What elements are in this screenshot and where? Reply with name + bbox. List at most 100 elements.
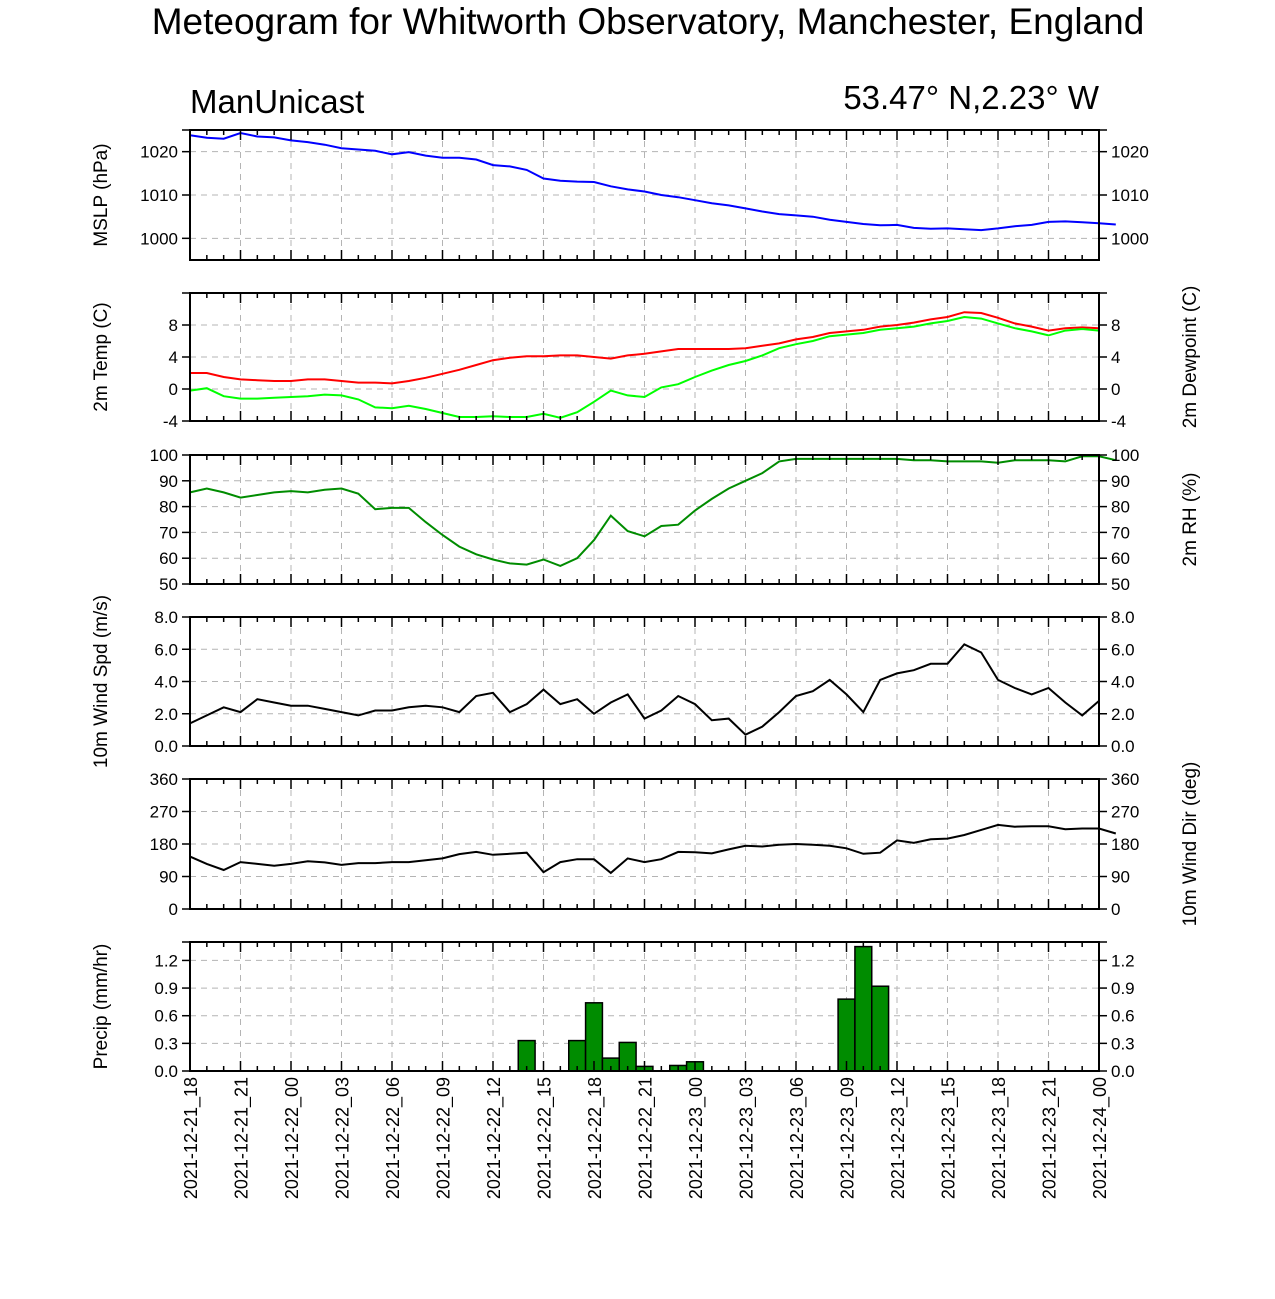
y-tick-label-left: 60 [159, 549, 178, 568]
y-tick-label-right: 1010 [1111, 186, 1149, 205]
y-axis-title-left: 2m Temp (C) [91, 302, 112, 411]
x-tick-label: 2021-12-22_06 [383, 1077, 404, 1199]
y-tick-label-left: 1.2 [154, 951, 178, 970]
y-axis-title-left: MSLP (hPa) [91, 143, 112, 246]
y-tick-label-right: 4 [1111, 348, 1120, 367]
x-tick-label: 2021-12-21_18 [181, 1077, 202, 1199]
x-tick-label: 2021-12-22_15 [535, 1077, 556, 1199]
y-tick-label-left: 0.9 [154, 979, 178, 998]
x-tick-label: 2021-12-23_12 [888, 1077, 909, 1199]
y-tick-label-right: 0 [1111, 900, 1120, 919]
panel-2: -4 -4 0 0 4 4 8 8 2m Temp (C) 2m Dewpoint (C) [91, 286, 1201, 431]
y-tick-label-right: 8 [1111, 316, 1120, 335]
y-tick-label-right: 360 [1111, 770, 1139, 789]
y-tick-label-left: 270 [150, 803, 178, 822]
y-axis-title-left: Precip (mm/hr) [91, 944, 112, 1070]
y-tick-label-left: 4 [169, 348, 178, 367]
station-coordinates-label: 53.47° N,2.23° W [843, 79, 1100, 116]
y-tick-label-left: 1020 [140, 143, 178, 162]
y-tick-label-right: 0.9 [1111, 979, 1135, 998]
x-tick-label: 2021-12-23_09 [838, 1077, 859, 1199]
x-tick-label: 2021-12-22_18 [585, 1077, 606, 1199]
y-tick-label-left: 8 [169, 316, 178, 335]
y-tick-label-left: 0.3 [154, 1034, 178, 1053]
y-tick-label-left: 180 [150, 835, 178, 854]
y-axis-title-right: 10m Wind Dir (deg) [1180, 762, 1201, 927]
y-tick-label-left: 50 [159, 575, 178, 594]
series-line-1 [189, 131, 1116, 232]
panel-5: 0 0 90 90 180 180 270 270 360 360 10m Wind Dir (de… [150, 762, 1201, 927]
y-tick-label-left: 1010 [140, 186, 178, 205]
y-tick-label-left: 6.0 [154, 640, 178, 659]
y-tick-label-right: 90 [1111, 472, 1130, 491]
y-tick-label-right: 0.6 [1111, 1007, 1135, 1026]
series-line-1 [190, 311, 1100, 385]
y-tick-label-right: 100 [1111, 446, 1139, 465]
y-tick-label-right: 0 [1111, 380, 1120, 399]
series-line-1 [189, 455, 1117, 567]
y-axis-title-right: 2m RH (%) [1180, 473, 1201, 567]
precip-bar [584, 1002, 604, 1072]
series-line-1 [189, 643, 1100, 736]
y-tick-label-left: -4 [163, 412, 178, 431]
y-tick-label-left: 0.6 [154, 1007, 178, 1026]
y-tick-label-left: 0.0 [154, 1062, 178, 1081]
y-axis-title-left: 10m Wind Spd (m/s) [91, 595, 112, 768]
y-tick-label-left: 90 [159, 472, 178, 491]
y-tick-label-left: 0.0 [154, 737, 178, 756]
x-tick-label: 2021-12-23_00 [686, 1077, 707, 1199]
y-tick-label-right: 1000 [1111, 229, 1149, 248]
panel-1: 1000 1000 1010 1010 1020 1020 MSLP (hPa) [91, 129, 1149, 261]
x-tick-label: 2021-12-22_09 [434, 1077, 455, 1199]
y-tick-label-left: 1000 [140, 229, 178, 248]
y-tick-label-right: 6.0 [1111, 640, 1135, 659]
precip-bar [837, 998, 856, 1072]
y-tick-label-right: 4.0 [1111, 673, 1135, 692]
precip-bar [854, 945, 873, 1072]
x-tick-label: 2021-12-24_00 [1090, 1077, 1111, 1199]
y-tick-label-left: 90 [159, 868, 178, 887]
chart-title: Meteogram for Whitworth Observatory, Man… [152, 1, 1145, 42]
y-tick-label-right: 80 [1111, 498, 1130, 517]
y-tick-label-left: 0 [169, 900, 178, 919]
y-tick-label-left: 0 [169, 380, 178, 399]
y-tick-label-right: 0.0 [1111, 1062, 1135, 1081]
station-source-label: ManUnicast [190, 83, 364, 120]
x-tick-label: 2021-12-23_06 [787, 1077, 808, 1199]
x-tick-label: 2021-12-22_00 [282, 1077, 303, 1199]
x-tick-label: 2021-12-23_18 [989, 1077, 1010, 1199]
y-tick-label-right: 8.0 [1111, 608, 1135, 627]
panel-frame [189, 454, 1100, 585]
x-tick-label: 2021-12-21_21 [232, 1077, 253, 1199]
panel-3: 50 50 60 60 70 70 80 80 90 90 100 100 2m RH (%) [150, 446, 1201, 594]
panel-4: 0.0 0.0 2.0 2.0 4.0 4.0 6.0 6.0 8.0 8.0 10m Wind S… [91, 595, 1135, 768]
precip-bar [871, 985, 890, 1072]
y-tick-label-right: 180 [1111, 835, 1139, 854]
panel-frame [189, 941, 1100, 1072]
series-line-1 [189, 823, 1117, 875]
y-axis-title-right: 2m Dewpoint (C) [1180, 286, 1201, 429]
y-tick-label-left: 4.0 [154, 673, 178, 692]
y-tick-label-right: -4 [1111, 412, 1126, 431]
y-tick-label-left: 8.0 [154, 608, 178, 627]
y-tick-label-left: 360 [150, 770, 178, 789]
y-tick-label-right: 1020 [1111, 143, 1149, 162]
y-tick-label-right: 90 [1111, 868, 1130, 887]
y-tick-label-right: 70 [1111, 523, 1130, 542]
series-line-2 [189, 315, 1100, 419]
x-tick-label: 2021-12-22_12 [484, 1077, 505, 1199]
y-tick-label-right: 270 [1111, 803, 1139, 822]
y-tick-label-right: 2.0 [1111, 705, 1135, 724]
y-tick-label-left: 80 [159, 498, 178, 517]
panel-6: 0.0 0.0 0.3 0.3 0.6 0.6 0.9 0.9 1.2 1.2 Precip (mm… [91, 941, 1135, 1081]
y-tick-label-right: 0.0 [1111, 737, 1135, 756]
x-tick-label: 2021-12-23_21 [1040, 1077, 1061, 1199]
x-tick-label: 2021-12-22_21 [636, 1077, 657, 1199]
y-tick-label-right: 0.3 [1111, 1034, 1135, 1053]
x-tick-label: 2021-12-23_15 [939, 1077, 960, 1199]
y-tick-label-right: 60 [1111, 549, 1130, 568]
y-tick-label-left: 70 [159, 523, 178, 542]
y-tick-label-right: 1.2 [1111, 951, 1135, 970]
